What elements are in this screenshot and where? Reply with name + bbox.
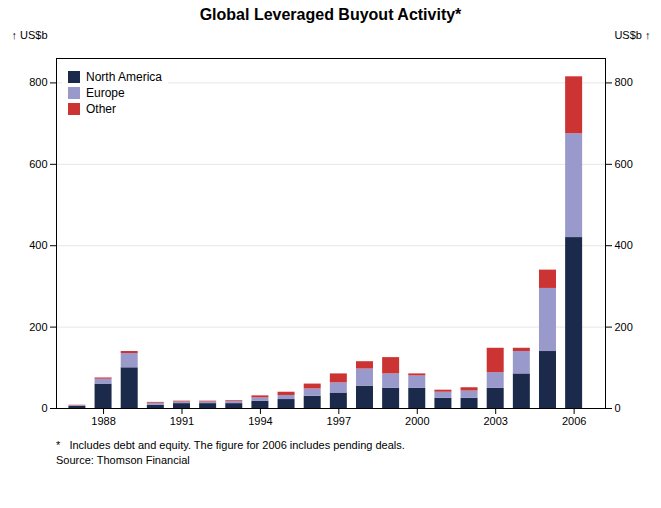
svg-text:200: 200 — [29, 321, 47, 333]
html-text:Other: Other — [86, 102, 116, 116]
svg-text:1991: 1991 — [170, 415, 194, 427]
svg-text:600: 600 — [615, 158, 633, 170]
svg-text:800: 800 — [29, 76, 47, 88]
svg-text:2006: 2006 — [562, 415, 586, 427]
svg-text:0: 0 — [615, 402, 621, 414]
svg-text:US$b ↑: US$b ↑ — [614, 29, 650, 41]
svg-text:1994: 1994 — [248, 415, 272, 427]
html-text:North America: North America — [86, 70, 162, 84]
svg-text:2000: 2000 — [405, 415, 429, 427]
svg-text:↑ US$b: ↑ US$b — [12, 29, 48, 41]
html-text:* Includes debt and equity. Th: * Includes debt and equity. The figure f… — [56, 439, 405, 451]
svg-text:1997: 1997 — [327, 415, 351, 427]
svg-text:800: 800 — [615, 76, 633, 88]
svg-text:0: 0 — [41, 402, 47, 414]
svg-text:400: 400 — [29, 239, 47, 251]
html-text:Source: Thomson Financial: Source: Thomson Financial — [56, 454, 190, 466]
svg-text:400: 400 — [615, 239, 633, 251]
html-text:Global Leveraged Buyout Activi: Global Leveraged Buyout Activity* — [199, 6, 462, 23]
svg-text:600: 600 — [29, 158, 47, 170]
svg-text:200: 200 — [615, 321, 633, 333]
html-text:Europe: Europe — [86, 86, 125, 100]
svg-text:2003: 2003 — [483, 415, 507, 427]
svg-text:1988: 1988 — [91, 415, 115, 427]
